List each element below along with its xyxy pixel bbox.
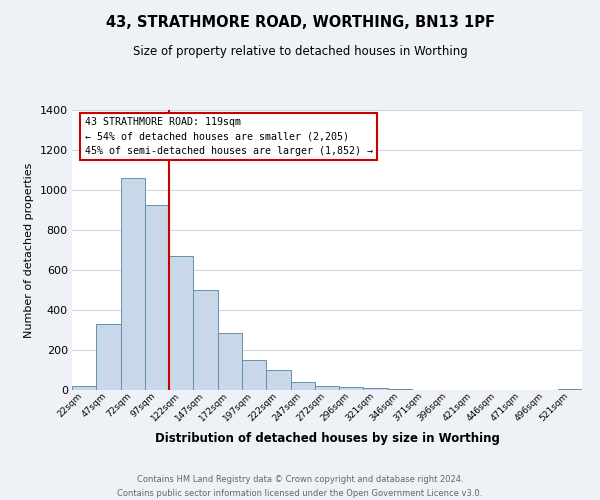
Bar bbox=[388, 389, 412, 390]
Bar bbox=[290, 382, 315, 390]
Bar bbox=[339, 387, 364, 390]
Text: 43, STRATHMORE ROAD, WORTHING, BN13 1PF: 43, STRATHMORE ROAD, WORTHING, BN13 1PF bbox=[106, 15, 494, 30]
Bar bbox=[121, 178, 145, 390]
Bar bbox=[72, 386, 96, 390]
Bar bbox=[558, 389, 582, 390]
Bar bbox=[242, 360, 266, 390]
Bar bbox=[193, 290, 218, 390]
Text: Size of property relative to detached houses in Worthing: Size of property relative to detached ho… bbox=[133, 45, 467, 58]
Y-axis label: Number of detached properties: Number of detached properties bbox=[24, 162, 34, 338]
Bar bbox=[315, 386, 339, 390]
Bar bbox=[364, 388, 388, 390]
Bar bbox=[218, 333, 242, 390]
Text: Contains HM Land Registry data © Crown copyright and database right 2024.
Contai: Contains HM Land Registry data © Crown c… bbox=[118, 476, 482, 498]
X-axis label: Distribution of detached houses by size in Worthing: Distribution of detached houses by size … bbox=[155, 432, 499, 445]
Bar bbox=[145, 205, 169, 390]
Bar bbox=[96, 324, 121, 390]
Bar bbox=[169, 256, 193, 390]
Bar bbox=[266, 370, 290, 390]
Text: 43 STRATHMORE ROAD: 119sqm
← 54% of detached houses are smaller (2,205)
45% of s: 43 STRATHMORE ROAD: 119sqm ← 54% of deta… bbox=[85, 117, 373, 156]
